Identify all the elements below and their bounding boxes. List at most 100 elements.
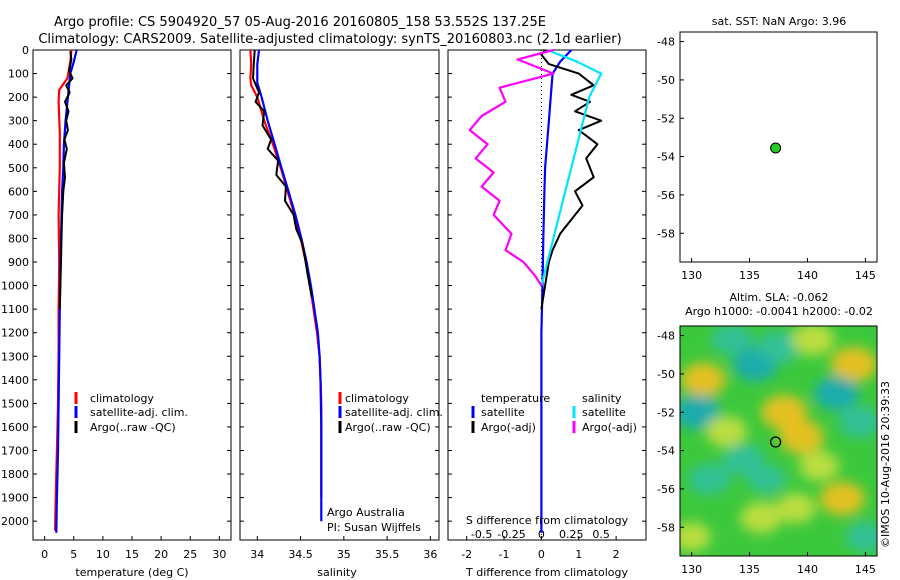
salinity-ticks: 34 34.5 35 35.5 36	[240, 49, 439, 561]
sst-map-panel: sat. SST: NaN Argo: 3.96 130 135 140 145 -48…	[657, 15, 878, 282]
series-line-climatology	[54, 49, 73, 531]
y-tick-label: -56	[657, 189, 675, 202]
x-tick-label: 20	[154, 548, 168, 561]
sla-anomaly-cell	[705, 415, 748, 448]
salinity-xlabel: salinity	[317, 566, 357, 579]
y-tick-label: 500	[8, 162, 29, 175]
legend-satellite-label: satellite-adj. clim.	[345, 406, 443, 419]
sla-anomaly-cell	[722, 443, 766, 477]
legend-temp-argo-label: Argo(-adj)	[481, 421, 536, 434]
y-tick-label: 2000	[1, 515, 29, 528]
x-tick-label: 36	[423, 548, 437, 561]
legend-satellite-label: satellite-adj. clim.	[90, 406, 188, 419]
x-tick-label: 35	[337, 548, 351, 561]
x-tick-label: -2	[461, 548, 472, 561]
difference-series	[468, 48, 603, 533]
series-line-salinity-argo-adj	[468, 48, 555, 287]
sla-anomaly-cell	[747, 464, 787, 494]
institution-annotation: Argo Australia	[327, 506, 405, 519]
y-tick-label: 1600	[1, 421, 29, 434]
series-line-argo-raw-qc	[58, 51, 74, 310]
series-line-satellite-adj-clim	[256, 49, 323, 522]
s-tick-label: 0	[538, 528, 545, 541]
t-difference-xlabel: T difference from climatology	[465, 566, 628, 579]
figure-subtitle: Climatology: CARS2009. Satellite-adjuste…	[38, 32, 621, 47]
sla-anomaly-cell	[680, 394, 721, 430]
series-line-climatology	[249, 49, 323, 498]
x-tick-label: 140	[797, 269, 818, 282]
argo-position-marker	[769, 436, 782, 448]
temperature-legend: climatology satellite-adj. clim. Argo(..…	[74, 392, 188, 434]
sla-anomaly-cell	[680, 522, 711, 552]
x-tick-label: 0	[538, 548, 545, 561]
y-tick-label: -48	[657, 330, 675, 343]
sla-anomaly-cell	[779, 420, 825, 454]
sla-anomaly-cell	[838, 405, 877, 439]
x-tick-label: 135	[739, 563, 760, 576]
difference-legend: temperature satellite Argo(-adj) salinit…	[471, 392, 637, 434]
figure-title: Argo profile: CS 5904920_57 05-Aug-2016 …	[54, 15, 546, 30]
sla-map-points	[769, 436, 782, 448]
sla-anomaly-cell	[775, 493, 816, 524]
s-difference-label: S difference from climatology	[466, 514, 629, 527]
y-tick-label: 1500	[1, 397, 29, 410]
legend-climatology-label: climatology	[345, 392, 409, 405]
y-tick-label: 1700	[1, 444, 29, 457]
sla-anomaly-cell	[740, 502, 782, 534]
sla-anomaly-cell	[830, 346, 877, 382]
legend-sal-argo-label: Argo(-adj)	[582, 421, 637, 434]
difference-axes-frame	[447, 49, 647, 541]
sst-map-ticks: 130 135 140 145 -48 -50 -52 -54 -56 -58	[657, 36, 876, 282]
x-tick-label: 130	[681, 563, 702, 576]
y-tick-label: 1000	[1, 280, 29, 293]
sla-map-title: Altim. SLA: -0.062	[729, 291, 828, 304]
y-tick-label: 600	[8, 185, 29, 198]
s-tick-label: -0.5	[471, 528, 492, 541]
temperature-ticks: 0 5 10 15 20 25 300100200300400500600700800900…	[1, 44, 231, 561]
legend-salinity-heading: salinity	[582, 392, 622, 405]
pi-annotation: PI: Susan Wijffels	[327, 521, 421, 534]
sla-map-panel: Altim. SLA: -0.062 Argo h1000: -0.0041 h…	[657, 291, 878, 576]
x-tick-label: 35.5	[375, 548, 400, 561]
x-tick-label: 25	[183, 548, 197, 561]
series-line-temperature-satellite	[540, 49, 573, 533]
series-line-salinity-satellite	[540, 48, 603, 286]
sla-map-subtitle: Argo h1000: -0.0041 h2000: -0.02	[685, 305, 873, 318]
credit-text: ©IMOS 10-Aug-2016 20:39:33	[879, 381, 892, 548]
y-tick-label: 1300	[1, 350, 29, 363]
y-tick-label: -58	[657, 227, 675, 240]
y-tick-label: 1400	[1, 374, 29, 387]
series-line-temperature-argo-adj	[540, 49, 603, 310]
x-tick-label: 15	[125, 548, 139, 561]
x-tick-label: 130	[681, 269, 702, 282]
x-tick-label: 135	[739, 269, 760, 282]
x-tick-label: 34.5	[288, 548, 313, 561]
y-tick-label: -54	[657, 445, 675, 458]
y-tick-label: -56	[657, 483, 675, 496]
y-tick-label: 1200	[1, 327, 29, 340]
legend-argo-label: Argo(..raw -QC)	[345, 421, 431, 434]
sst-map-title: sat. SST: NaN Argo: 3.96	[712, 15, 846, 28]
x-tick-label: 10	[96, 548, 110, 561]
y-tick-label: -48	[657, 36, 675, 49]
salinity-panel: 34 34.5 35 35.5 36 salinity climatology sate…	[239, 49, 443, 579]
difference-ticks: -2 -1 0 1 2 -0.5 -0.25 0 0.25 0.5	[448, 49, 646, 561]
temperature-series	[54, 49, 78, 533]
y-tick-label: 100	[8, 68, 29, 81]
salinity-legend: climatology satellite-adj. clim. Argo(..…	[338, 392, 443, 434]
y-tick-label: 400	[8, 138, 29, 151]
difference-panel: -2 -1 0 1 2 -0.5 -0.25 0 0.25 0.5 S difference fr…	[447, 48, 647, 579]
legend-sal-satellite-label: satellite	[582, 406, 626, 419]
legend-temperature-heading: temperature	[481, 392, 550, 405]
sst-map-points	[770, 142, 782, 154]
argo-position-marker	[770, 142, 782, 154]
x-tick-label: 2	[613, 548, 620, 561]
x-tick-label: -1	[499, 548, 510, 561]
salinity-series	[249, 49, 323, 522]
legend-argo-label: Argo(..raw -QC)	[90, 421, 176, 434]
y-tick-label: 900	[8, 256, 29, 269]
x-tick-label: 145	[855, 269, 876, 282]
salinity-axes-frame	[239, 49, 440, 541]
temperature-axes-frame	[32, 49, 232, 541]
sla-map-ticks: 130 135 140 145 -48 -50 -52 -54 -56 -58	[657, 330, 876, 576]
